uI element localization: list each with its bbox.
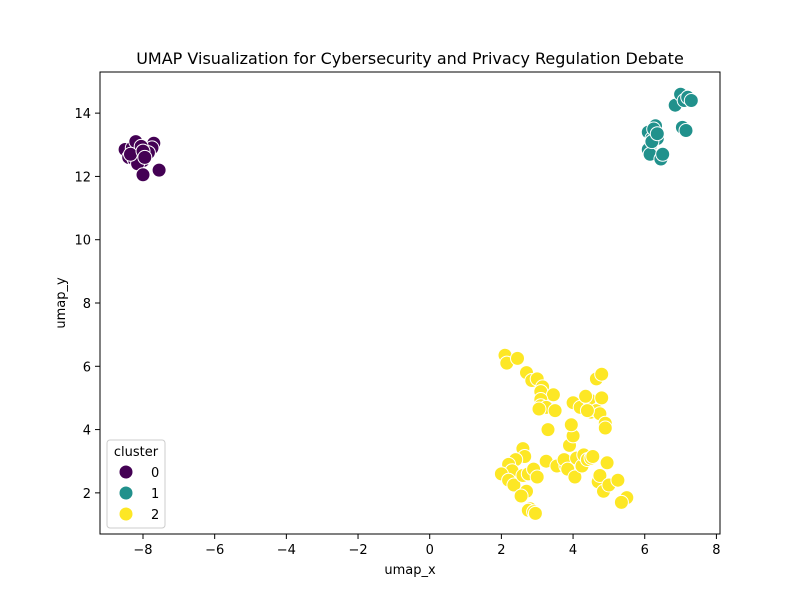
point-cluster-2-54 bbox=[594, 390, 610, 406]
point-cluster-2-58 bbox=[597, 420, 613, 436]
x-tick-label: 8 bbox=[712, 543, 720, 558]
point-cluster-1-9 bbox=[655, 146, 671, 162]
x-tick-label: −8 bbox=[133, 543, 152, 558]
point-cluster-2-2 bbox=[510, 350, 525, 366]
x-tick-label: 4 bbox=[569, 543, 577, 558]
y-axis-ticks: 2 4 6 8 10 12 14 bbox=[74, 107, 100, 502]
y-tick-label: 12 bbox=[74, 170, 91, 185]
point-cluster-2-8 bbox=[545, 387, 561, 403]
legend-title: cluster bbox=[114, 445, 159, 460]
point-cluster-2-69 bbox=[578, 388, 594, 404]
plot-area bbox=[100, 72, 720, 534]
point-cluster-2-68 bbox=[579, 403, 595, 419]
legend-label-1: 1 bbox=[151, 487, 159, 502]
x-tick-label: 2 bbox=[497, 543, 505, 558]
y-tick-label: 10 bbox=[74, 234, 91, 249]
legend-box bbox=[106, 439, 166, 529]
legend: cluster 0 1 2 bbox=[106, 439, 166, 529]
legend-label-2: 2 bbox=[151, 508, 159, 523]
point-cluster-2-47 bbox=[563, 417, 579, 433]
point-cluster-2-67 bbox=[613, 494, 629, 510]
x-axis-ticks: −8 −6 −4 −2 0 2 4 6 8 bbox=[133, 534, 721, 558]
point-cluster-2-56 bbox=[594, 366, 610, 382]
point-cluster-2-64 bbox=[610, 472, 626, 488]
x-tick-label: 0 bbox=[426, 543, 434, 558]
point-cluster-2-26 bbox=[529, 469, 545, 485]
chart-title: UMAP Visualization for Cybersecurity and… bbox=[136, 49, 684, 68]
point-cluster-0-13 bbox=[135, 167, 151, 183]
point-cluster-2-12 bbox=[547, 403, 563, 419]
points-layer bbox=[117, 86, 699, 521]
point-cluster-2-33 bbox=[527, 505, 543, 521]
point-cluster-2-41 bbox=[567, 469, 583, 485]
x-axis-label: umap_x bbox=[384, 563, 436, 578]
y-tick-label: 14 bbox=[74, 107, 91, 122]
y-tick-label: 2 bbox=[83, 487, 91, 502]
x-tick-label: −2 bbox=[348, 543, 367, 558]
y-axis-label: umap_y bbox=[54, 277, 69, 329]
y-tick-label: 8 bbox=[83, 297, 91, 312]
legend-label-0: 0 bbox=[151, 466, 159, 481]
point-cluster-0-17 bbox=[137, 149, 153, 165]
legend-marker-0 bbox=[118, 464, 134, 480]
point-cluster-2-61 bbox=[599, 455, 615, 471]
x-tick-label: −4 bbox=[277, 543, 296, 558]
x-tick-label: −6 bbox=[205, 543, 224, 558]
point-cluster-0-15 bbox=[123, 146, 138, 162]
point-cluster-2-29 bbox=[513, 488, 529, 504]
point-cluster-1-18 bbox=[649, 126, 665, 142]
point-cluster-1-16 bbox=[678, 123, 694, 138]
y-tick-label: 6 bbox=[83, 360, 91, 375]
point-cluster-2-62 bbox=[592, 468, 608, 483]
point-cluster-0-14 bbox=[151, 162, 167, 178]
point-cluster-1-14 bbox=[683, 93, 699, 108]
legend-marker-2 bbox=[118, 506, 134, 522]
point-cluster-2-22 bbox=[506, 477, 522, 493]
point-cluster-2-14 bbox=[540, 422, 556, 438]
legend-marker-1 bbox=[118, 485, 134, 501]
point-cluster-2-13 bbox=[531, 401, 547, 417]
y-tick-label: 4 bbox=[83, 424, 91, 439]
point-cluster-2-46 bbox=[585, 449, 601, 464]
x-tick-label: 6 bbox=[641, 543, 649, 558]
